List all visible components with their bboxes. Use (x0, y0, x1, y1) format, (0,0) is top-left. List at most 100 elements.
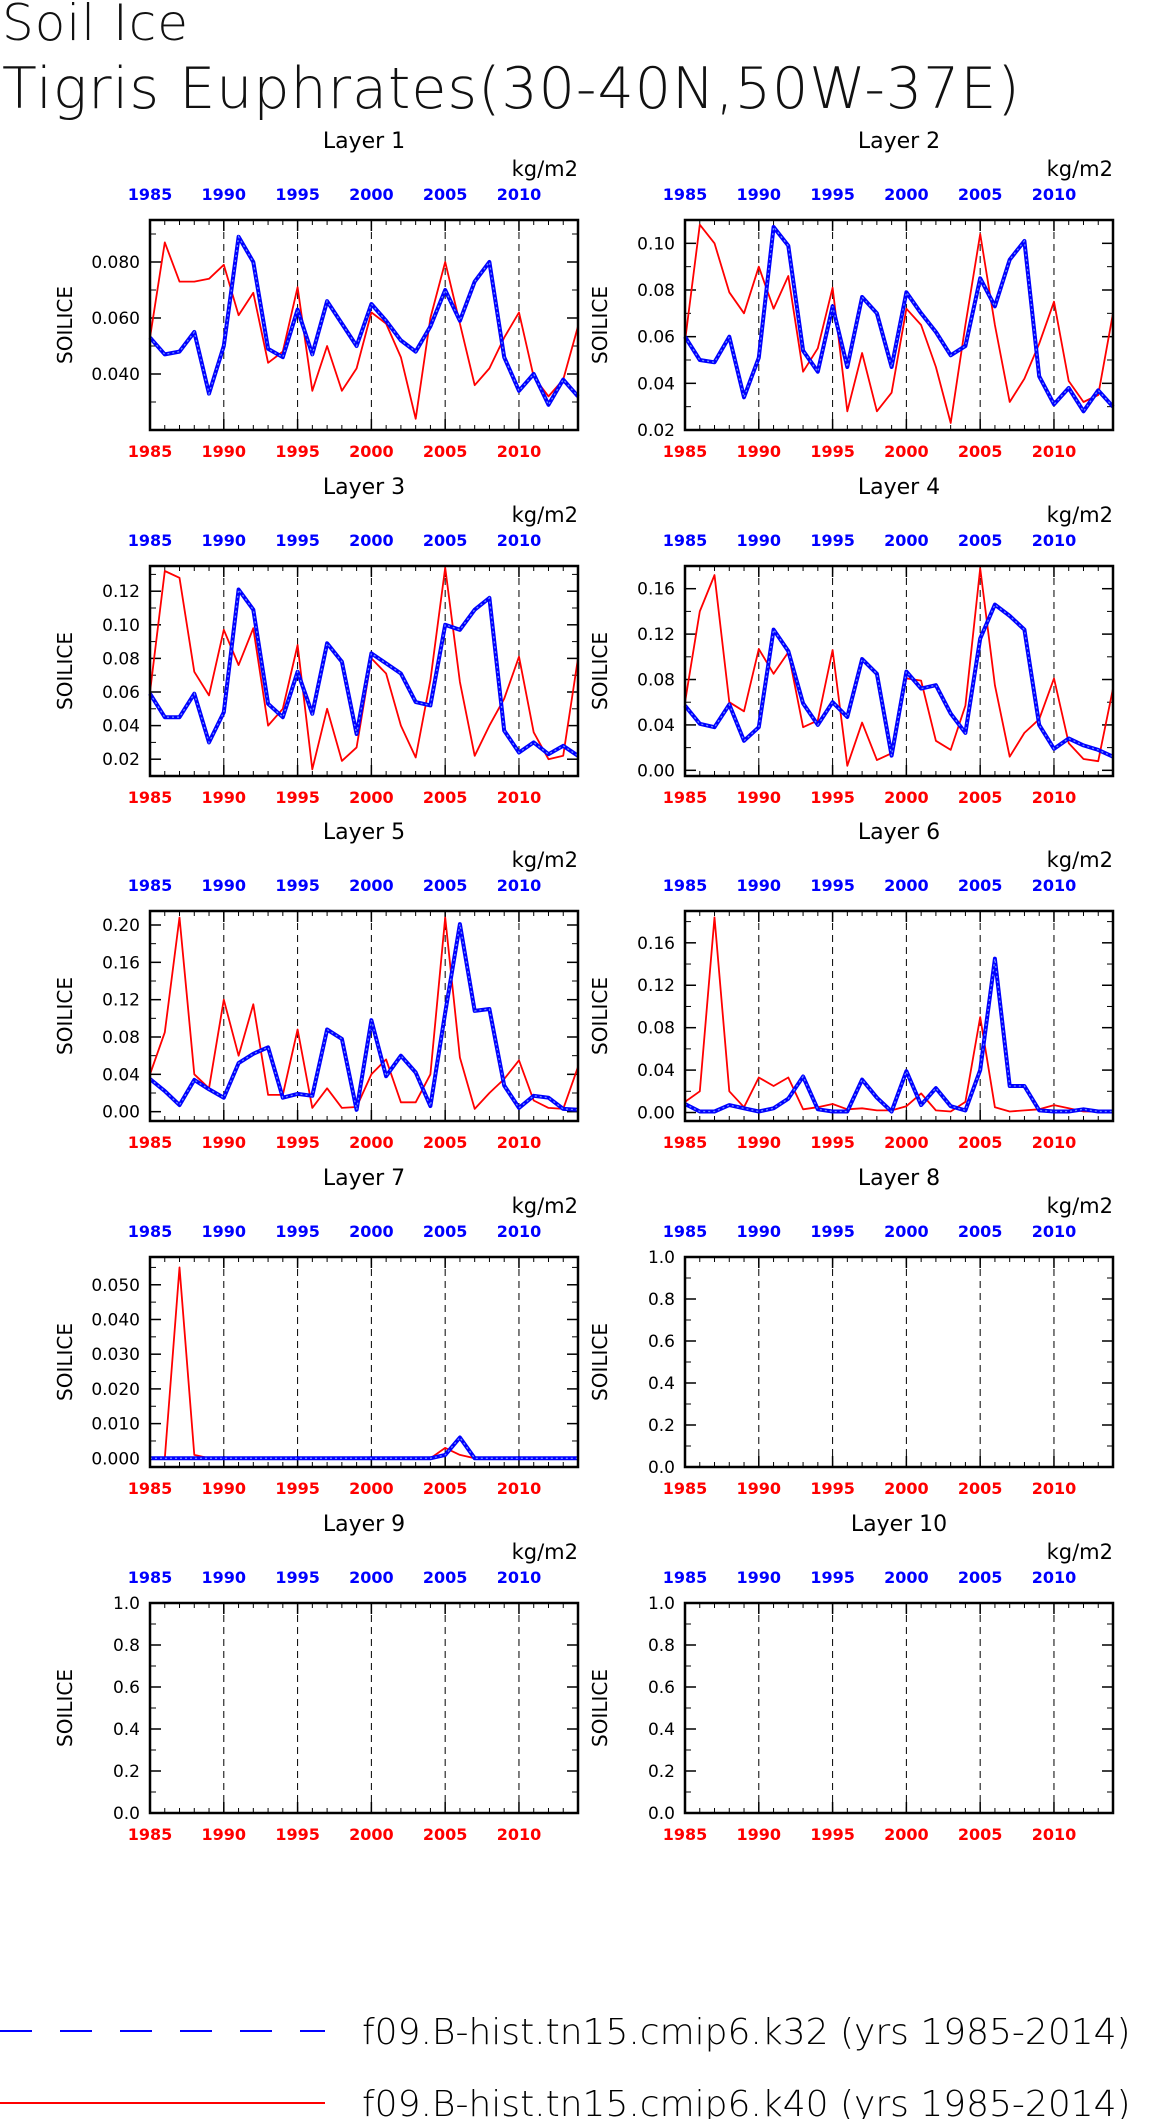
y-tick-label: 0.00 (102, 1103, 140, 1123)
panel-title: Layer 1 (323, 129, 405, 154)
y-tick-label: 0.16 (102, 953, 140, 973)
y-tick-label: 0.060 (91, 309, 140, 329)
x-tick-label: 2010 (1032, 1479, 1077, 1498)
x-tick-label-top: 2010 (497, 1222, 542, 1241)
y-tick-label: 0.0 (648, 1458, 675, 1478)
x-tick-label: 1990 (737, 1825, 782, 1844)
x-tick-label-top: 2005 (423, 185, 468, 204)
x-tick-label: 1990 (737, 1133, 782, 1152)
chart-panel-layer-9: Layer 9 kg/m2 SOILICE 1985 1985 1990 1990 1995 1… (53, 1512, 580, 1844)
x-tick-label-top: 1995 (275, 1222, 320, 1241)
y-tick-label: 0.4 (113, 1720, 140, 1740)
panel-title: Layer 5 (323, 820, 405, 845)
x-tick-label: 2000 (884, 442, 929, 461)
x-tick-label: 1990 (737, 442, 782, 461)
y-tick-label: 0.2 (113, 1762, 140, 1782)
x-tick-label: 1985 (663, 1825, 708, 1844)
plot-frame (683, 909, 1115, 1123)
x-tick-label-top: 1995 (810, 1222, 855, 1241)
chart-panel-layer-3: Layer 3 kg/m2 SOILICE 1985 1985 1990 1990 1995 1… (53, 475, 580, 807)
x-tick-label: 2005 (958, 442, 1003, 461)
x-tick-label-top: 1990 (737, 185, 782, 204)
x-tick-label-top: 1985 (128, 876, 173, 895)
panel-title: Layer 7 (323, 1166, 405, 1191)
x-tick-label: 2005 (423, 1825, 468, 1844)
y-tick-label: 0.040 (91, 365, 140, 385)
x-tick-label-top: 1995 (810, 1568, 855, 1587)
x-tick-label-top: 1995 (275, 1568, 320, 1587)
x-tick-label-top: 1985 (128, 1222, 173, 1241)
x-tick-label-top: 2010 (497, 531, 542, 550)
x-tick-label-top: 1990 (737, 1568, 782, 1587)
x-tick-label: 2010 (497, 788, 542, 807)
x-tick-label: 1995 (275, 1479, 320, 1498)
y-tick-label: 0.06 (637, 328, 675, 348)
panel-title: Layer 10 (851, 1512, 947, 1537)
x-tick-label: 2005 (423, 1133, 468, 1152)
x-tick-label-top: 1995 (275, 876, 320, 895)
series-line-k32 (148, 922, 579, 1112)
figure-title: Soil Ice (2, 0, 190, 52)
x-tick-label-top: 2010 (1032, 1568, 1077, 1587)
y-axis-label: SOILICE (588, 1323, 612, 1401)
x-tick-label: 2000 (884, 788, 929, 807)
x-tick-label: 2010 (1032, 1825, 1077, 1844)
series-line-k40 (684, 916, 1114, 1113)
x-tick-label: 2000 (884, 1825, 929, 1844)
x-tick-label: 1995 (275, 1825, 320, 1844)
x-tick-label: 1990 (202, 1133, 247, 1152)
y-tick-label: 0.010 (91, 1415, 140, 1435)
y-axis-label: SOILICE (53, 1669, 77, 1747)
x-tick-label-top: 2010 (1032, 531, 1077, 550)
x-tick-label: 2010 (497, 1825, 542, 1844)
x-tick-label-top: 2005 (423, 1568, 468, 1587)
x-tick-label: 1985 (663, 1479, 708, 1498)
chart-panel-layer-7: Layer 7 kg/m2 SOILICE 1985 1985 1990 1990 1995 1… (53, 1166, 580, 1498)
series-line-k32-dots (684, 225, 1114, 413)
y-axis-label: SOILICE (53, 1323, 77, 1401)
units-label: kg/m2 (1047, 1540, 1113, 1564)
y-tick-label: 1.0 (113, 1594, 140, 1614)
x-tick-label: 2010 (1032, 788, 1077, 807)
x-tick-label: 1995 (810, 1825, 855, 1844)
x-tick-label: 2005 (958, 1825, 1003, 1844)
x-tick-label-top: 1985 (128, 531, 173, 550)
series-line-k40 (149, 916, 579, 1110)
x-tick-label-top: 2000 (349, 876, 394, 895)
y-axis-label: SOILICE (588, 977, 612, 1055)
x-tick-label: 1990 (202, 442, 247, 461)
x-tick-label-top: 1985 (663, 1568, 708, 1587)
series-line-k40 (149, 241, 579, 420)
legend: f09.B-hist.tn15.cmip6.k32 (yrs 1985-2014… (0, 2012, 1131, 2119)
x-tick-label: 1995 (810, 1133, 855, 1152)
x-tick-label: 2005 (958, 1133, 1003, 1152)
x-tick-label-top: 2000 (884, 531, 929, 550)
x-tick-label-top: 1990 (737, 1222, 782, 1241)
x-tick-label: 1990 (737, 1479, 782, 1498)
y-tick-label: 0.08 (637, 671, 675, 691)
x-tick-label: 1985 (663, 1133, 708, 1152)
x-tick-label-top: 2000 (349, 185, 394, 204)
x-tick-label-top: 2010 (497, 876, 542, 895)
x-tick-label-top: 2010 (1032, 185, 1077, 204)
x-tick-label: 2010 (497, 442, 542, 461)
units-label: kg/m2 (1047, 503, 1113, 527)
x-tick-label-top: 2010 (497, 185, 542, 204)
x-tick-label-top: 2000 (884, 876, 929, 895)
legend-label: f09.B-hist.tn15.cmip6.k32 (yrs 1985-2014… (362, 2012, 1131, 2053)
x-tick-label: 1995 (275, 788, 320, 807)
plot-frame (683, 1255, 1115, 1469)
units-label: kg/m2 (1047, 157, 1113, 181)
x-tick-label-top: 1990 (202, 531, 247, 550)
panel-title: Layer 6 (858, 820, 940, 845)
y-tick-label: 0.12 (637, 625, 675, 645)
x-tick-label-top: 2000 (349, 531, 394, 550)
y-tick-label: 0.0 (113, 1804, 140, 1824)
x-tick-label-top: 2005 (958, 531, 1003, 550)
figure-subtitle: Tigris Euphrates(30-40N,50W-37E) (2, 56, 1021, 122)
series-line-k32 (684, 956, 1113, 1114)
y-tick-label: 0.04 (637, 1061, 675, 1081)
x-tick-label: 1990 (202, 788, 247, 807)
y-tick-label: 0.20 (102, 916, 140, 936)
